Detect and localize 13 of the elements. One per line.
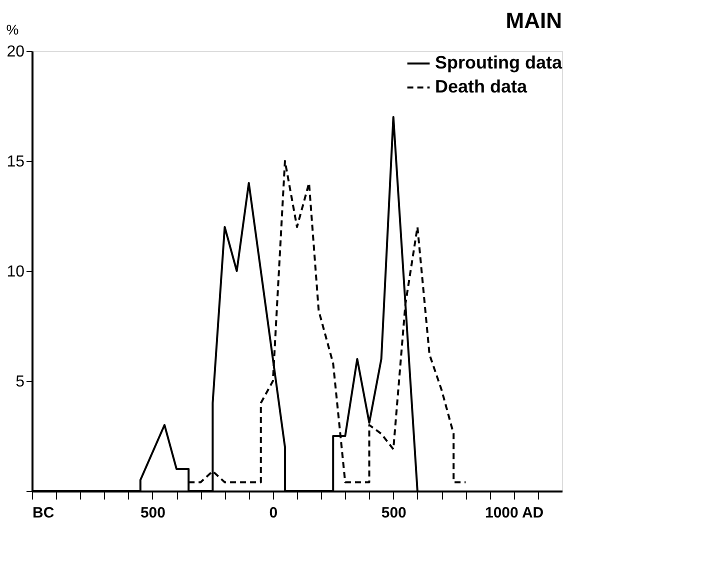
chart-title: MAIN [506,8,562,33]
y-tick-label: 20 [6,44,25,60]
x-tick-label: 500 [140,504,166,522]
legend-label: Sprouting data [435,52,563,72]
y-axis-title: % [6,22,19,38]
y-tick-label: 15 [6,154,25,170]
y-tick-label: 10 [6,264,25,280]
x-tick-label: 0 [269,504,278,522]
x-tick-label: 500 [381,504,406,522]
x-tick-label: 1000 AD [484,504,544,522]
x-tick-label: BC [32,504,54,522]
y-tick-label: 5 [16,374,25,390]
legend-label: Death data [435,76,528,96]
